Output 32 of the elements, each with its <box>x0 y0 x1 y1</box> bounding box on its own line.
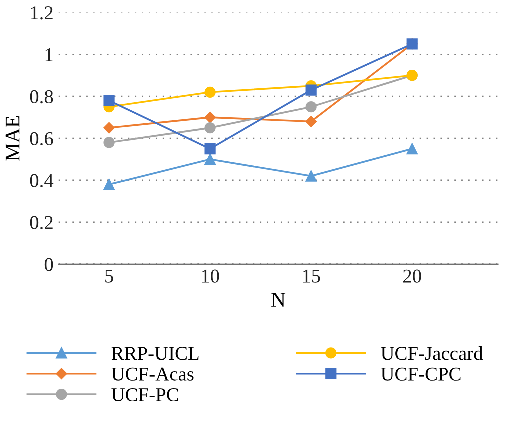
y-tick-label: 0.8 <box>30 90 54 104</box>
x-tick-label: 10 <box>202 270 220 283</box>
x-axis-title: N <box>272 293 286 307</box>
point <box>306 84 317 96</box>
legend-label: UCF-CPC <box>381 368 461 381</box>
y-tick-label: 0 <box>44 258 54 272</box>
y-axis-title: MAE <box>6 116 20 162</box>
point <box>306 102 317 113</box>
point <box>306 170 317 182</box>
legend-label: RRP-UICL <box>112 347 199 360</box>
legend-label: UCF-PC <box>112 388 178 402</box>
x-tick-label: 15 <box>303 270 320 283</box>
y-tick-label: 0.2 <box>30 216 53 230</box>
point <box>204 143 216 155</box>
point <box>204 154 216 166</box>
point <box>104 122 115 134</box>
y-tick-label: 0.6 <box>30 132 54 146</box>
y-tick-label: 1 <box>46 48 53 62</box>
point <box>306 116 317 128</box>
legend-label: UCF-Acas <box>112 368 194 381</box>
point <box>204 86 216 98</box>
y-tick-label: 0.4 <box>30 174 54 188</box>
y-tick-label: 1.2 <box>31 6 53 20</box>
x-tick-label: 20 <box>403 270 422 283</box>
point <box>104 137 115 148</box>
x-tick-label: 5 <box>106 270 114 283</box>
legend-label: UCF-Jaccard <box>381 346 484 360</box>
point <box>104 179 115 190</box>
point <box>406 143 418 155</box>
point <box>204 112 216 124</box>
point <box>204 122 216 134</box>
point <box>104 95 115 106</box>
